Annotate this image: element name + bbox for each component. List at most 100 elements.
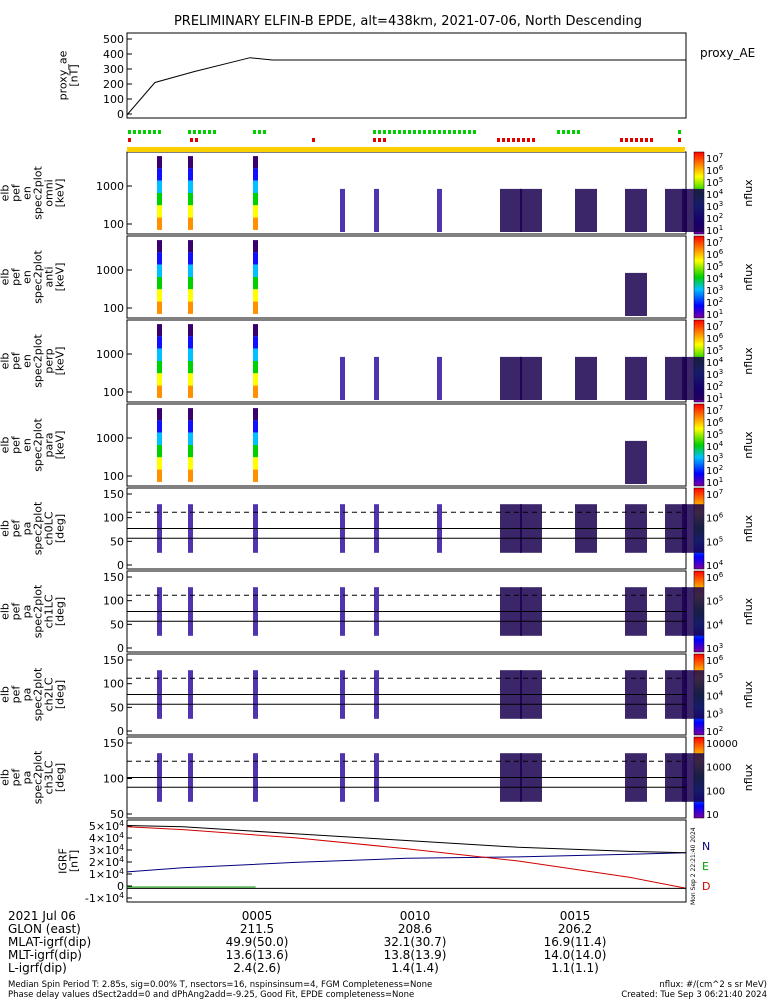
heat-cell	[253, 168, 258, 181]
heat-cell	[157, 156, 162, 169]
heat-cell	[157, 336, 162, 349]
ytick-6-0: 0	[117, 642, 124, 655]
red-mark	[625, 138, 628, 142]
ytick-7-1: 50	[110, 701, 124, 714]
ylabel-8-0: elb	[0, 769, 12, 786]
xtick-0015: 0015	[560, 909, 591, 923]
green-mark	[418, 130, 421, 134]
legend-E: E	[702, 860, 709, 873]
heat-cell	[188, 324, 193, 337]
heat-cell	[253, 336, 258, 349]
ylabel-4-4: para	[43, 433, 56, 458]
red-status-marks	[128, 138, 681, 142]
colorbar-label-8: nflux	[742, 763, 755, 791]
heat-cell	[253, 324, 258, 337]
glon-0005: 211.5	[240, 922, 274, 936]
green-mark	[678, 130, 681, 134]
green-mark	[433, 130, 436, 134]
heat-cell	[157, 168, 162, 181]
red-mark	[312, 138, 315, 142]
heat-cell	[340, 188, 345, 232]
line-9-0	[126, 852, 687, 873]
green-mark	[557, 130, 560, 134]
mlat-0005: 49.9(50.0)	[226, 935, 289, 949]
ytick-1-0: 100	[103, 218, 124, 231]
ylabel-3-4: perp	[43, 348, 56, 373]
ytick-9-2: 1×104	[89, 867, 124, 881]
glon-0015: 206.2	[558, 922, 592, 936]
ylabel-6-5: [deg]	[54, 597, 67, 626]
mlt-0005: 13.6(13.6)	[226, 948, 289, 962]
heat-cell	[188, 205, 193, 218]
green-mark	[373, 130, 376, 134]
heat-cell	[157, 457, 162, 470]
ylabel-6-4: ch1LC	[43, 594, 56, 628]
ytick-9-4: 3×104	[89, 843, 124, 857]
red-mark	[630, 138, 633, 142]
heat-cell	[253, 156, 258, 169]
heat-cell	[188, 301, 193, 314]
chart-title: PRELIMINARY ELFIN-B EPDE, alt=438km, 202…	[174, 14, 642, 29]
heat-cell	[500, 356, 522, 400]
ytick-0-5: 500	[103, 33, 124, 46]
ytick-5-2: 100	[103, 512, 124, 525]
ytick-8-0: 50	[110, 808, 124, 821]
green-mark	[393, 130, 396, 134]
colorbar-tick-7-3: 103	[706, 707, 723, 720]
ylabel-2-5: [keV]	[54, 263, 67, 292]
ytick-0-3: 300	[103, 63, 124, 76]
ylabel-1-0: elb	[0, 185, 12, 202]
heat-cell	[188, 373, 193, 386]
ytick-0-2: 200	[103, 78, 124, 91]
created-rotated: Mon Sep 2 22:21:40 2024	[690, 827, 697, 905]
mlt-0015: 14.0(14.0)	[544, 948, 607, 962]
xtick-0010: 0010	[400, 909, 431, 923]
xtick-0005: 0005	[242, 909, 273, 923]
status-bars	[127, 130, 685, 152]
panel-frame-1	[126, 151, 687, 235]
colorbar-label-4: nflux	[742, 431, 755, 459]
panel-frame-4	[126, 403, 687, 487]
heat-cell	[253, 277, 258, 290]
ytick-9-0: -1×104	[85, 891, 124, 905]
heat-cell	[157, 240, 162, 253]
heat-cell	[682, 504, 704, 553]
red-mark	[497, 138, 500, 142]
row-label-mlat: MLAT-igrf(dip)	[8, 935, 91, 949]
ylabel-4-3: spec2plot	[32, 418, 45, 472]
row-label-glon: GLON (east)	[8, 922, 81, 936]
mlat-0015: 16.9(11.4)	[544, 935, 607, 949]
red-mark	[635, 138, 638, 142]
heat-cell	[575, 188, 597, 232]
ytick-9-5: 4×104	[89, 831, 124, 845]
ylabel-1-1: pef	[10, 183, 23, 202]
ytick-5-0: 0	[117, 559, 124, 572]
colorbar-tick-5-0: 107	[706, 488, 723, 501]
ylabel-8-1: pef	[10, 768, 23, 787]
heat-cell	[625, 188, 647, 232]
ylabel-5-1: pef	[10, 519, 23, 538]
heat-cell	[253, 361, 258, 374]
red-mark	[517, 138, 520, 142]
red-mark	[645, 138, 648, 142]
ytick-6-3: 150	[103, 571, 124, 584]
heat-cell	[253, 301, 258, 314]
l-0015: 1.1(1.1)	[551, 961, 599, 975]
ytick-7-3: 150	[103, 654, 124, 667]
heatmap-blocks	[157, 156, 704, 802]
green-mark	[208, 130, 211, 134]
ylabel-6-3: spec2plot	[32, 584, 45, 638]
heat-cell	[253, 385, 258, 398]
heat-cell	[437, 356, 442, 400]
colorbar-tick-8-3: 10	[706, 810, 719, 821]
colorbar-tick-7-2: 104	[706, 690, 724, 703]
colorbar-tick-6-0: 106	[706, 571, 724, 584]
heat-cell	[253, 432, 258, 445]
heat-cell	[188, 217, 193, 230]
ytick-5-3: 150	[103, 488, 124, 501]
heat-cell	[157, 193, 162, 206]
heat-cell	[665, 356, 687, 400]
green-mark	[133, 130, 136, 134]
heat-cell	[253, 469, 258, 482]
